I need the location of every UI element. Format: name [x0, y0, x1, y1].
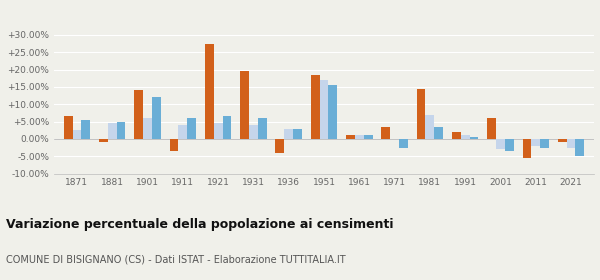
- Bar: [540, 139, 549, 148]
- Bar: [558, 139, 566, 143]
- Bar: [64, 116, 73, 139]
- Text: Variazione percentuale della popolazione ai censimenti: Variazione percentuale della popolazione…: [6, 218, 394, 231]
- Bar: [425, 115, 434, 139]
- Bar: [240, 71, 249, 139]
- Bar: [461, 136, 470, 139]
- Bar: [143, 118, 152, 139]
- Bar: [249, 125, 258, 139]
- Bar: [575, 139, 584, 156]
- Bar: [108, 123, 116, 139]
- Bar: [205, 44, 214, 139]
- Bar: [328, 85, 337, 139]
- Bar: [470, 137, 478, 139]
- Bar: [487, 118, 496, 139]
- Bar: [187, 118, 196, 139]
- Bar: [505, 139, 514, 151]
- Bar: [223, 116, 232, 139]
- Bar: [434, 127, 443, 139]
- Bar: [258, 118, 266, 139]
- Bar: [116, 122, 125, 139]
- Bar: [416, 89, 425, 139]
- Bar: [399, 139, 408, 148]
- Bar: [214, 123, 223, 139]
- Bar: [355, 136, 364, 139]
- Bar: [99, 139, 108, 143]
- Bar: [73, 130, 82, 139]
- Bar: [364, 136, 373, 139]
- Text: COMUNE DI BISIGNANO (CS) - Dati ISTAT - Elaborazione TUTTITALIA.IT: COMUNE DI BISIGNANO (CS) - Dati ISTAT - …: [6, 255, 346, 265]
- Bar: [523, 139, 532, 158]
- Bar: [566, 139, 575, 148]
- Bar: [293, 129, 302, 139]
- Bar: [152, 97, 161, 139]
- Bar: [320, 80, 328, 139]
- Bar: [311, 75, 320, 139]
- Bar: [275, 139, 284, 153]
- Bar: [134, 90, 143, 139]
- Bar: [178, 125, 187, 139]
- Bar: [452, 132, 461, 139]
- Bar: [346, 136, 355, 139]
- Bar: [382, 127, 390, 139]
- Bar: [532, 139, 540, 146]
- Bar: [496, 139, 505, 149]
- Bar: [284, 129, 293, 139]
- Bar: [82, 120, 90, 139]
- Bar: [170, 139, 178, 151]
